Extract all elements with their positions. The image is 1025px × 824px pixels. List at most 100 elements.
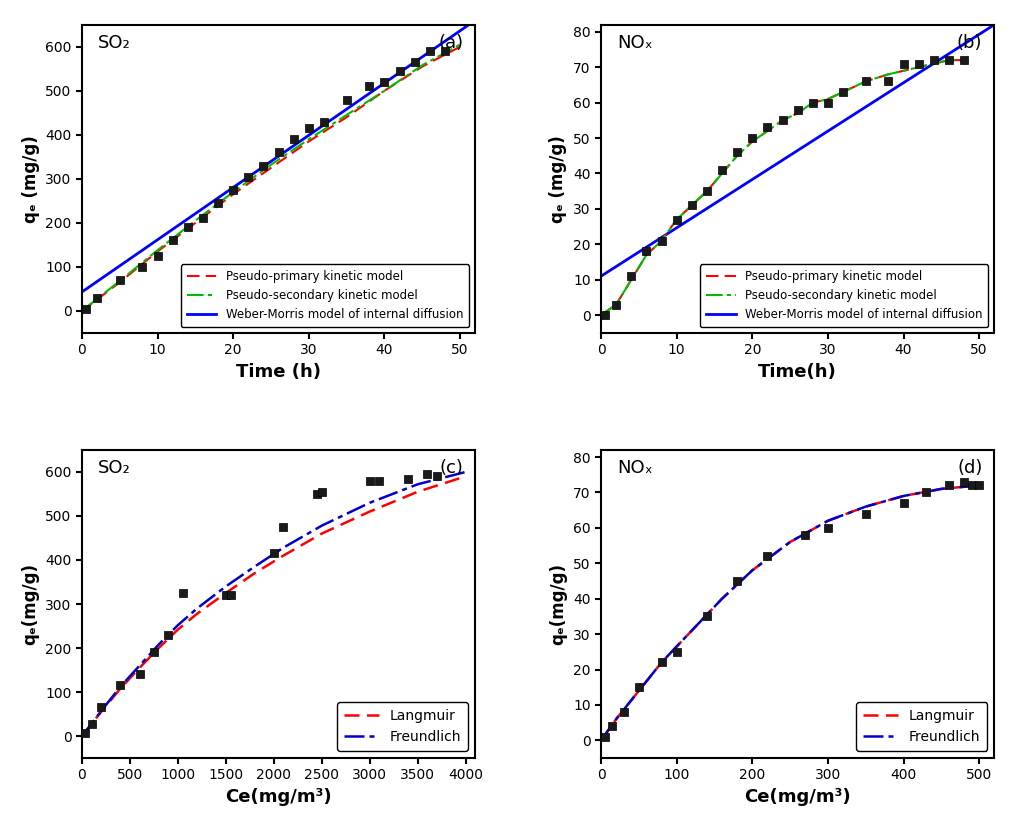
Point (174, 587, 191, 600)
Point (941, 54, 957, 67)
Point (616, 705, 632, 719)
Point (797, 528, 814, 541)
Point (371, 474, 387, 487)
Point (275, 521, 291, 534)
Point (179, 221, 196, 234)
Point (623, 269, 640, 283)
Point (217, 588, 234, 602)
Point (630, 681, 647, 694)
Text: NOₓ: NOₓ (617, 34, 652, 52)
Point (226, 183, 242, 196)
Point (820, 522, 836, 535)
Point (668, 645, 685, 658)
Point (597, 308, 613, 321)
Point (926, 54, 942, 67)
Point (971, 479, 987, 492)
Point (407, 55, 423, 68)
Point (338, 93, 355, 106)
Point (93, 701, 110, 714)
Point (376, 75, 393, 88)
Point (195, 212, 211, 225)
Point (713, 163, 730, 176)
Text: (d): (d) (957, 459, 982, 477)
Point (437, 44, 453, 58)
Point (271, 146, 287, 159)
Point (210, 196, 227, 209)
Point (955, 475, 972, 489)
Point (78, 302, 94, 316)
Point (941, 479, 957, 492)
Point (89, 291, 106, 304)
Point (83, 717, 99, 730)
Point (428, 470, 445, 483)
Y-axis label: qₑ(mg/g): qₑ(mg/g) (22, 563, 40, 645)
Point (729, 574, 745, 588)
Point (668, 213, 685, 226)
Legend: Pseudo-primary kinetic model, Pseudo-secondary kinetic model, Weber-Morris model: Pseudo-primary kinetic model, Pseudo-sec… (181, 265, 469, 327)
Point (362, 474, 378, 487)
Point (131, 667, 148, 681)
Point (112, 274, 128, 287)
Y-axis label: qₑ (mg/g): qₑ (mg/g) (22, 135, 40, 222)
Point (419, 467, 436, 480)
Text: (b): (b) (957, 34, 982, 52)
Point (604, 719, 620, 733)
Point (895, 57, 911, 70)
Point (858, 507, 874, 520)
Point (150, 249, 166, 262)
Point (858, 75, 874, 88)
Point (653, 656, 669, 669)
Point (240, 170, 256, 183)
Point (805, 96, 821, 110)
Text: SO₂: SO₂ (97, 459, 130, 477)
Text: (a): (a) (439, 34, 463, 52)
Point (729, 146, 745, 159)
Y-axis label: qₑ(mg/g): qₑ(mg/g) (549, 563, 568, 645)
Point (639, 245, 655, 258)
Point (265, 547, 282, 560)
Point (895, 497, 911, 510)
X-axis label: Time (h): Time (h) (236, 363, 321, 381)
Point (774, 114, 790, 127)
Point (744, 132, 761, 145)
Y-axis label: qₑ (mg/g): qₑ (mg/g) (549, 135, 568, 222)
Legend: Langmuir, Freundlich: Langmuir, Freundlich (856, 702, 987, 751)
Point (699, 185, 715, 198)
Point (286, 133, 302, 146)
Point (146, 646, 162, 659)
X-axis label: Ce(mg/m³): Ce(mg/m³) (226, 788, 332, 806)
Point (392, 64, 408, 77)
Point (789, 103, 806, 116)
Point (316, 115, 332, 129)
Point (918, 486, 935, 499)
Point (77, 726, 93, 739)
Point (653, 234, 669, 247)
Point (964, 479, 980, 492)
Point (760, 121, 776, 134)
Point (112, 679, 128, 692)
Point (160, 628, 176, 641)
Point (760, 550, 776, 563)
Point (361, 80, 377, 93)
Point (597, 730, 613, 743)
X-axis label: Time(h): Time(h) (758, 363, 837, 381)
Point (834, 86, 851, 99)
Point (165, 234, 181, 247)
Point (400, 472, 416, 485)
Legend: Langmuir, Freundlich: Langmuir, Freundlich (337, 702, 468, 751)
Point (222, 588, 239, 602)
Legend: Pseudo-primary kinetic model, Pseudo-secondary kinetic model, Weber-Morris model: Pseudo-primary kinetic model, Pseudo-sec… (700, 265, 988, 327)
Text: (c): (c) (440, 459, 463, 477)
Point (134, 260, 151, 274)
X-axis label: Ce(mg/m³): Ce(mg/m³) (744, 788, 851, 806)
Point (255, 159, 272, 172)
Point (421, 44, 438, 58)
Point (699, 610, 715, 623)
Point (608, 298, 624, 311)
Point (910, 57, 927, 70)
Point (309, 487, 325, 500)
Point (955, 54, 972, 67)
Point (684, 199, 700, 212)
Point (300, 122, 317, 135)
Text: NOₓ: NOₓ (617, 459, 652, 477)
